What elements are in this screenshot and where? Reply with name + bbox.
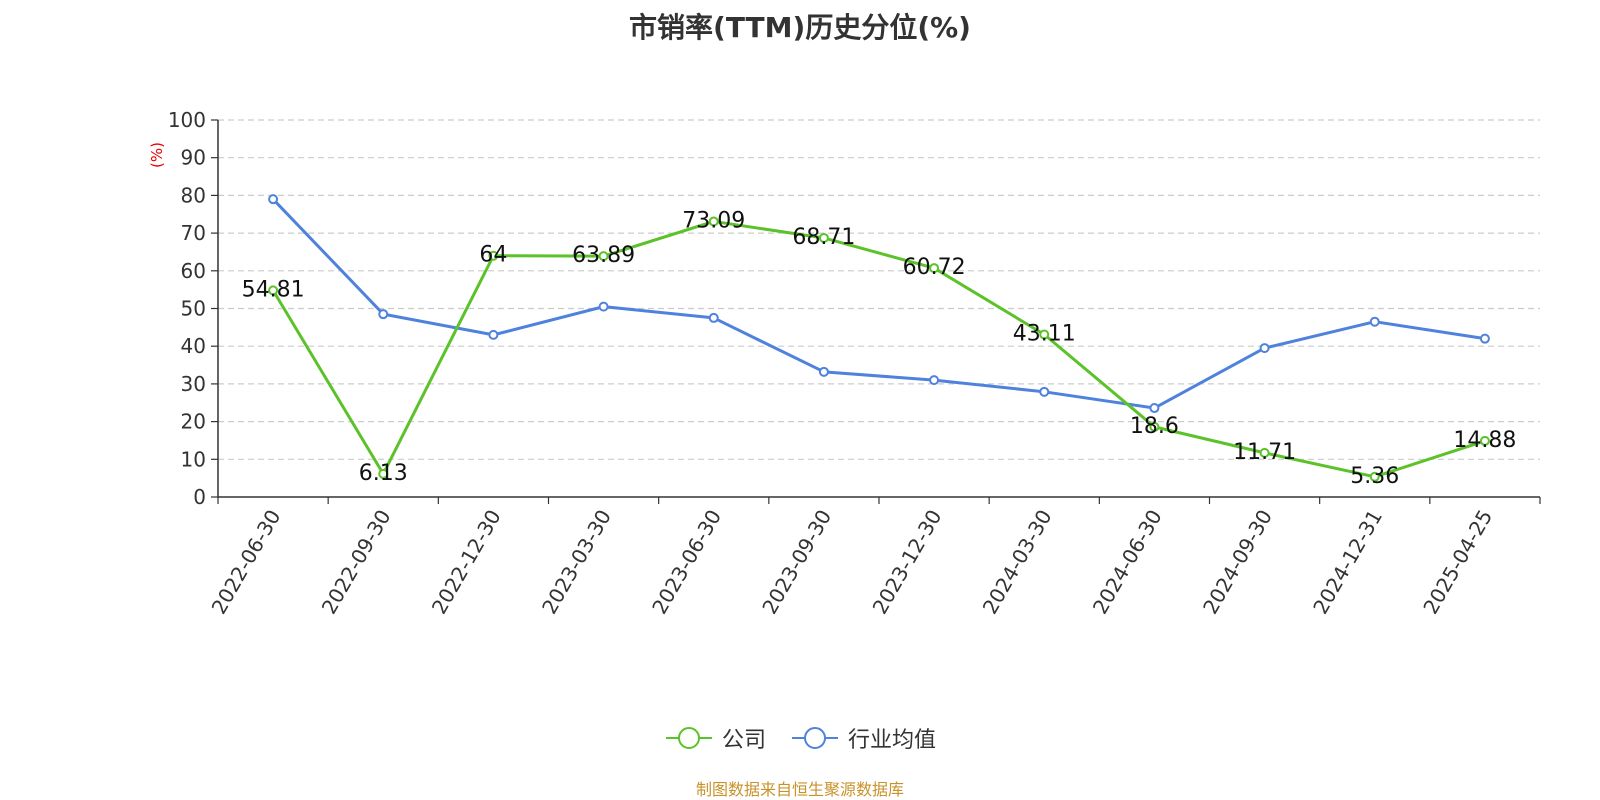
legend: 公司 行业均值 [0,722,1600,754]
data-point-0 [1149,421,1160,432]
source-note: 制图数据来自恒生聚源数据库 [695,780,904,799]
data-label: 14.88 [1453,428,1516,453]
data-label: 68.71 [792,225,855,250]
series-lines [268,194,1490,482]
data-label: 43.11 [1013,321,1076,346]
data-point-0 [268,285,279,296]
y-tick-label: 100 [168,108,206,132]
data-point-0 [598,251,609,262]
y-tick-label: 10 [181,447,206,471]
y-tick-label: 50 [181,297,206,321]
series-line-1 [272,198,1486,410]
data-point-1 [1039,386,1050,397]
y-tick-label: 40 [181,334,206,358]
data-point-1 [598,301,609,312]
data-point-0 [1259,447,1270,458]
legend-item-industry-average[interactable]: 行业均值 [790,722,936,754]
data-point-1 [488,329,499,340]
y-tick-label: 30 [181,372,206,396]
data-point-1 [378,309,389,320]
legend-item-company[interactable]: 公司 [664,722,766,754]
data-point-1 [929,375,940,386]
x-tick-label: 2022-06-30 [207,506,286,619]
data-point-0 [488,250,499,261]
data-point-1 [1149,403,1160,414]
grid-lines [218,119,1540,460]
data-point-0 [1369,471,1380,482]
series-line-0 [271,219,1486,479]
y-tick-label: 80 [181,183,206,207]
data-point-0 [708,216,719,227]
data-label: 6.13 [359,461,408,486]
x-tick-label: 2024-09-30 [1198,506,1277,619]
data-point-1 [1369,316,1380,327]
x-tick-label: 2024-06-30 [1088,506,1167,619]
axes: 0 10 20 30 40 50 60 70 80 90 100(%) 2022-06-30 2022-… [148,108,1541,619]
x-tick-label: 2023-03-30 [537,506,616,619]
data-label: 63.89 [572,243,635,268]
y-tick-label: 20 [181,410,206,434]
x-tick-label: 2024-12-31 [1308,506,1387,619]
y-tick-label: 60 [181,259,206,283]
x-tick-label: 2023-12-30 [868,506,947,619]
data-point-0 [929,263,940,274]
legend-marker-company-icon [665,727,712,749]
data-point-0 [818,232,829,243]
y-tick-label: 70 [181,221,206,245]
legend-label-company: 公司 [721,728,766,753]
data-label: 11.71 [1233,440,1296,465]
data-point-1 [268,194,279,205]
data-label: 18.6 [1130,414,1179,439]
data-label: 64 [479,243,507,268]
data-label: 60.72 [903,255,966,280]
x-tick-label: 2022-12-30 [427,506,506,619]
data-point-1 [818,366,829,377]
legend-marker-industry-icon [792,727,838,749]
chart-title: 市销率(TTM)历史分位(%) [629,11,971,44]
x-tick-label: 2023-06-30 [647,506,726,619]
y-axis-label: (%) [148,142,166,168]
y-tick-label: 90 [181,146,206,170]
data-point-0 [1039,329,1050,340]
x-tick-label: 2024-03-30 [978,506,1057,619]
data-label: 5.36 [1350,464,1399,489]
x-tick-label: 2025-04-25 [1418,506,1497,619]
data-point-1 [708,312,719,323]
data-point-1 [1259,343,1270,354]
data-label: 54.81 [242,277,305,302]
data-labels: 54.81 6.13 64 63.89 73.09 68.71 60.72 43.11 18.6… [242,208,1517,488]
data-point-0 [1479,435,1490,446]
data-point-0 [378,468,389,479]
legend-label-industry-average: 行业均值 [848,728,937,753]
x-tick-label: 2022-09-30 [317,506,396,619]
data-point-1 [1479,333,1490,344]
y-tick-label: 0 [193,485,206,509]
x-tick-label: 2023-09-30 [757,506,836,619]
data-label: 73.09 [682,208,745,233]
